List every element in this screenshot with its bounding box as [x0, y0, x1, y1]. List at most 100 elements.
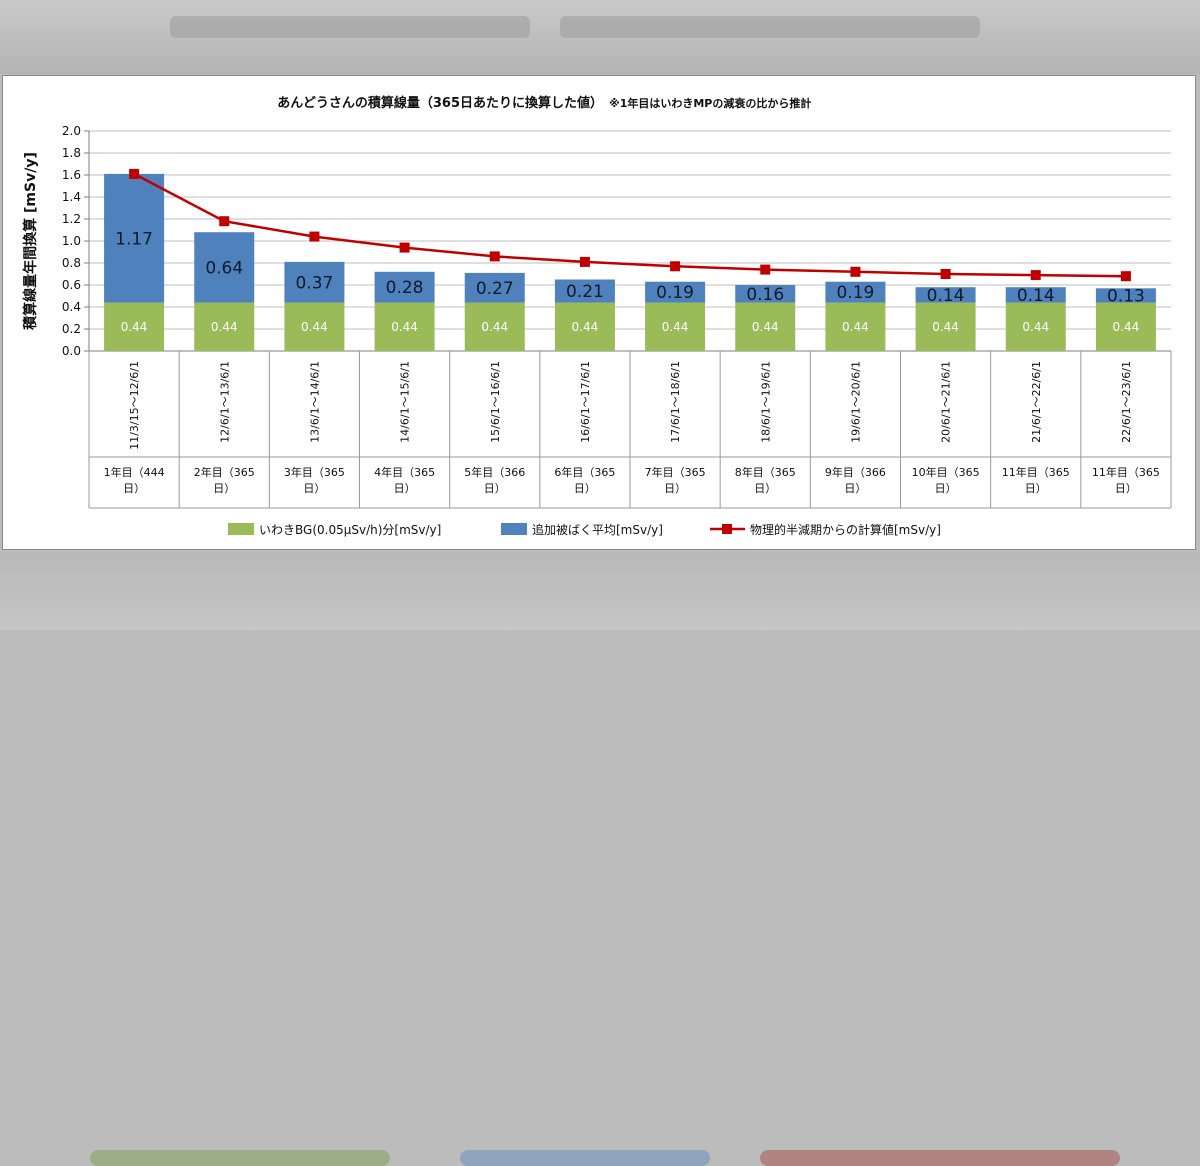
- y-axis-label: 積算線量年間換算 [mSv/y]: [22, 152, 39, 331]
- legend-label-bg: いわきBG(0.05µSv/h)分[mSv/y]: [259, 523, 441, 537]
- x-period-label-line: 日）: [123, 482, 145, 495]
- x-period-label-line: 7年目（365: [645, 465, 706, 479]
- x-period-label-line: 日）: [1115, 482, 1137, 495]
- calc-marker: [489, 251, 500, 262]
- bar-bg: [825, 302, 886, 351]
- bar-added: [104, 173, 165, 303]
- legend-swatch-bg: [228, 523, 254, 535]
- data-label-added: 0.37: [295, 273, 333, 293]
- x-tick-label: 21/6/1～22/6/1: [1030, 361, 1043, 443]
- x-period-label: 9年目（366 日）: [825, 465, 886, 495]
- x-period-label: 6年目（365 日）: [554, 465, 615, 495]
- bar-added: [735, 285, 796, 303]
- data-label-added: 0.13: [1107, 286, 1145, 306]
- bar-added: [554, 279, 615, 303]
- y-tick-label: 1.4: [62, 190, 81, 204]
- x-period-label: 11年目（365 日）: [1002, 465, 1070, 495]
- x-period-label-line: 10年目（365: [912, 465, 980, 479]
- data-label-added: 0.14: [927, 286, 965, 306]
- bar-bg: [735, 302, 796, 351]
- y-tick-label: 1.0: [62, 234, 81, 248]
- calc-marker: [1120, 271, 1131, 282]
- bar-bg: [1005, 302, 1066, 351]
- x-period-label: 11年目（365 日）: [1092, 465, 1160, 495]
- data-label-bg: 0.44: [391, 320, 418, 334]
- bars: 0.44 1.17 0.44 0.64 0.44 0.37 0.44 0.28 0.44 0.27…: [104, 173, 1156, 351]
- bar-added: [645, 281, 706, 303]
- data-label-bg: 0.44: [301, 320, 328, 334]
- calc-marker: [399, 242, 410, 253]
- legend-label-calc: 物理的半減期からの計算値[mSv/y]: [750, 522, 941, 537]
- x-axis: 11/3/15～12/6/1 1年目（444 日） 12/6/1～13/6/1 2年目（…: [88, 351, 1172, 509]
- x-period-label: 1年目（444 日）: [104, 465, 165, 495]
- calc-marker: [1030, 270, 1041, 281]
- data-label-added: 0.21: [566, 282, 604, 302]
- bar-bg: [464, 302, 525, 351]
- data-label-added: 0.19: [836, 283, 874, 303]
- x-period-label-line: 1年目（444: [104, 465, 165, 479]
- x-period-label-line: 2年目（365: [194, 465, 255, 479]
- x-period-label-line: 9年目（366: [825, 465, 886, 479]
- y-tick-label: 0.4: [62, 300, 81, 314]
- data-label-bg: 0.44: [842, 320, 869, 334]
- data-label-added: 0.16: [746, 285, 784, 305]
- data-label-bg: 0.44: [211, 320, 238, 334]
- x-period-label-line: 3年目（365: [284, 465, 345, 479]
- x-period-label-line: 日）: [574, 482, 596, 495]
- bar-bg: [645, 302, 706, 351]
- data-label-bg: 0.44: [752, 320, 779, 334]
- bar-added: [1095, 288, 1156, 303]
- blurred-footer-background: [0, 552, 1200, 1166]
- x-tick-label: 13/6/1～14/6/1: [308, 361, 321, 443]
- x-period-label: 4年目（365 日）: [374, 465, 435, 495]
- y-tick-label: 1.2: [62, 212, 81, 226]
- legend: いわきBG(0.05µSv/h)分[mSv/y] 追加被ばく平均[mSv/y] 物理…: [228, 522, 941, 537]
- blurred-legend-item: [760, 1150, 1120, 1166]
- data-label-added: 0.19: [656, 283, 694, 303]
- data-label-added: 0.14: [1017, 286, 1055, 306]
- blurred-legend-item: [90, 1150, 390, 1166]
- x-period-label-line: 日）: [844, 482, 866, 495]
- calc-marker: [129, 168, 140, 179]
- y-tick-label: 1.8: [62, 146, 81, 160]
- chart-title-note: ※1年目はいわきMPの減衰の比から推計: [609, 96, 811, 110]
- x-period-label-line: 6年目（365: [554, 465, 615, 479]
- x-tick-label: 11/3/15～12/6/1: [128, 361, 141, 450]
- x-tick-label: 22/6/1～23/6/1: [1120, 361, 1133, 443]
- x-period-label-line: 11年目（365: [1002, 465, 1070, 479]
- x-period-label-line: 日）: [394, 482, 416, 495]
- x-period-label: 8年目（365 日）: [735, 465, 796, 495]
- data-label-bg: 0.44: [481, 320, 508, 334]
- blurred-header-background: [0, 0, 1200, 74]
- x-tick-label: 12/6/1～13/6/1: [218, 361, 231, 443]
- bar-bg: [374, 302, 435, 351]
- x-period-label-line: 5年目（366: [464, 465, 525, 479]
- y-axis-ticks: 0.0 0.2 0.4 0.6 0.8 1.0 1.2 1.4 1.6 1.8 2.0: [62, 124, 90, 358]
- blurred-legend-item: [460, 1150, 710, 1166]
- data-label-bg: 0.44: [572, 320, 599, 334]
- legend-swatch-calc-marker: [722, 524, 732, 534]
- x-period-label-line: 8年目（365: [735, 465, 796, 479]
- bar-bg: [194, 302, 255, 351]
- blurred-header-text: [560, 16, 980, 38]
- x-tick-label: 17/6/1～18/6/1: [669, 361, 682, 443]
- calc-marker: [850, 266, 861, 277]
- x-period-label-line: 日）: [484, 482, 506, 495]
- x-tick-label: 20/6/1～21/6/1: [940, 361, 953, 443]
- data-label-added: 0.64: [205, 258, 243, 278]
- blurred-header-text: [170, 16, 530, 38]
- bar-bg: [915, 302, 976, 351]
- bar-bg: [284, 302, 345, 351]
- chart-card: あんどうさんの積算線量（365日あたりに換算した値） ※1年目はいわきMPの減衰…: [2, 75, 1196, 550]
- x-tick-label: 15/6/1～16/6/1: [489, 361, 502, 443]
- bar-added: [374, 271, 435, 303]
- chart-title: あんどうさんの積算線量（365日あたりに換算した値）: [277, 95, 603, 111]
- x-period-label-line: 4年目（365: [374, 465, 435, 479]
- y-tick-label: 2.0: [62, 124, 81, 138]
- calc-marker: [579, 256, 590, 267]
- calc-line-series: [129, 168, 1131, 282]
- x-tick-label: 14/6/1～15/6/1: [399, 361, 412, 443]
- x-period-label: 3年目（365 日）: [284, 465, 345, 495]
- y-tick-label: 0.0: [62, 344, 81, 358]
- y-tick-label: 0.8: [62, 256, 81, 270]
